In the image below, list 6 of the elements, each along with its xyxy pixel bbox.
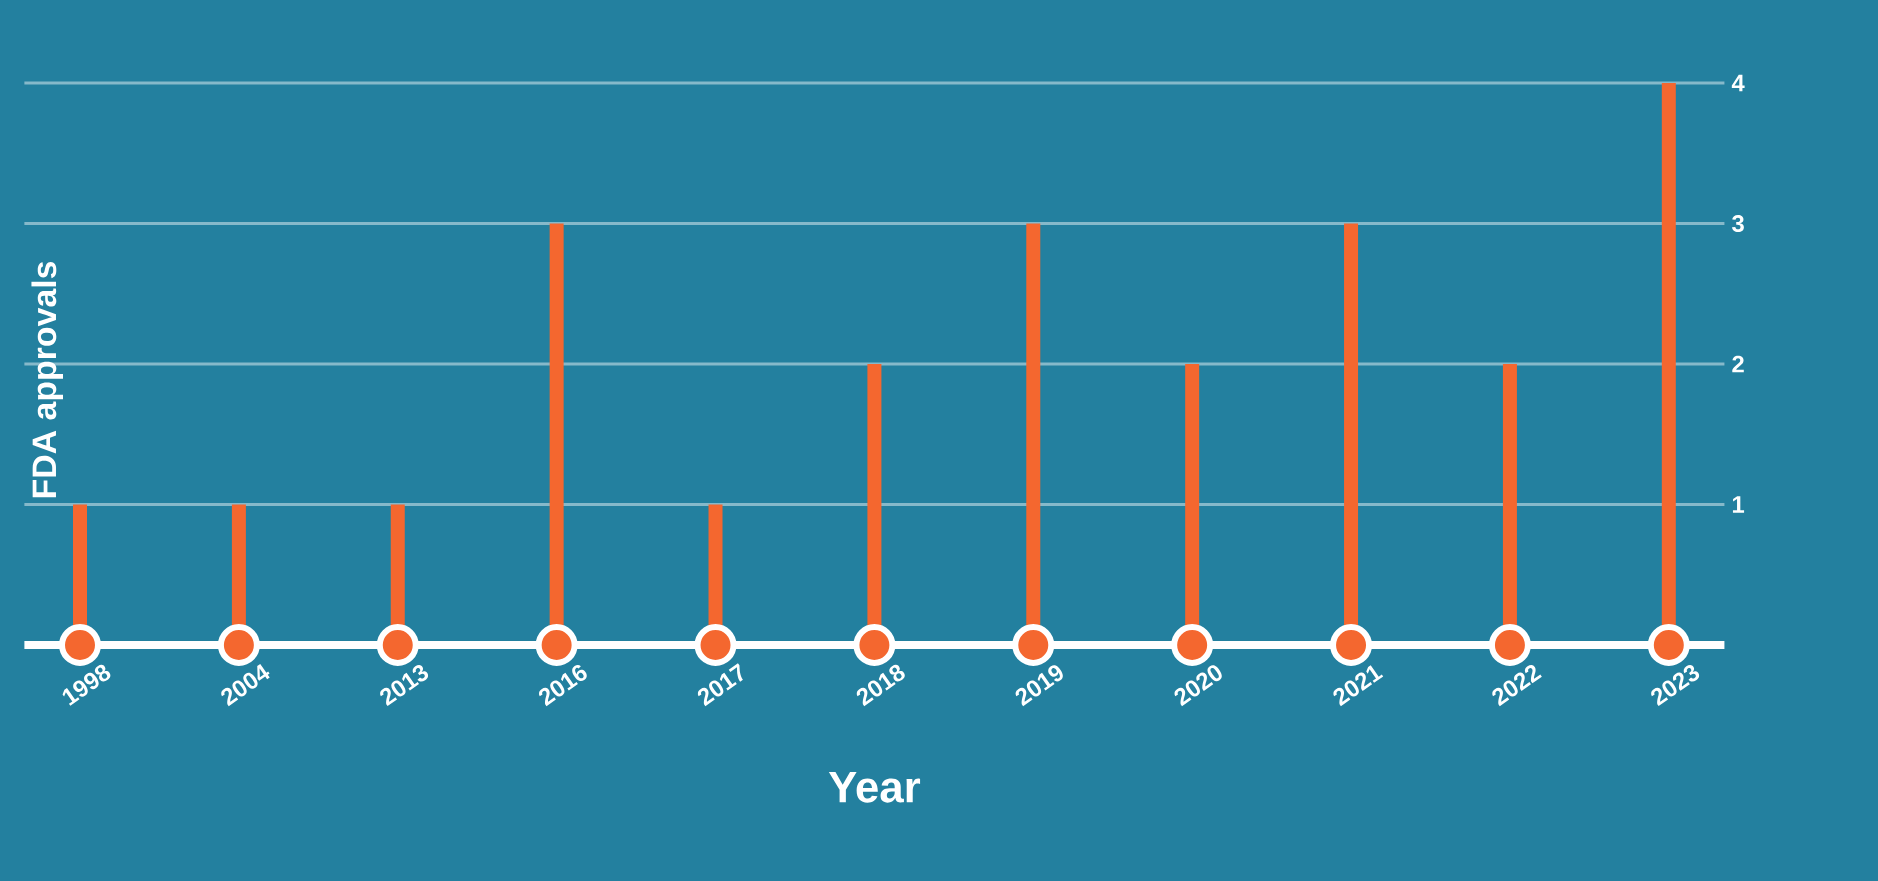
y-tick-label: 4	[1731, 74, 1745, 92]
y-tick-label: 1	[1732, 496, 1745, 513]
y-tick-label: 3	[1732, 215, 1744, 232]
y-axis-title: FDA approvals	[31, 261, 64, 498]
y-tick-label: 2	[1732, 355, 1744, 373]
x-axis-title: Year	[828, 772, 921, 803]
